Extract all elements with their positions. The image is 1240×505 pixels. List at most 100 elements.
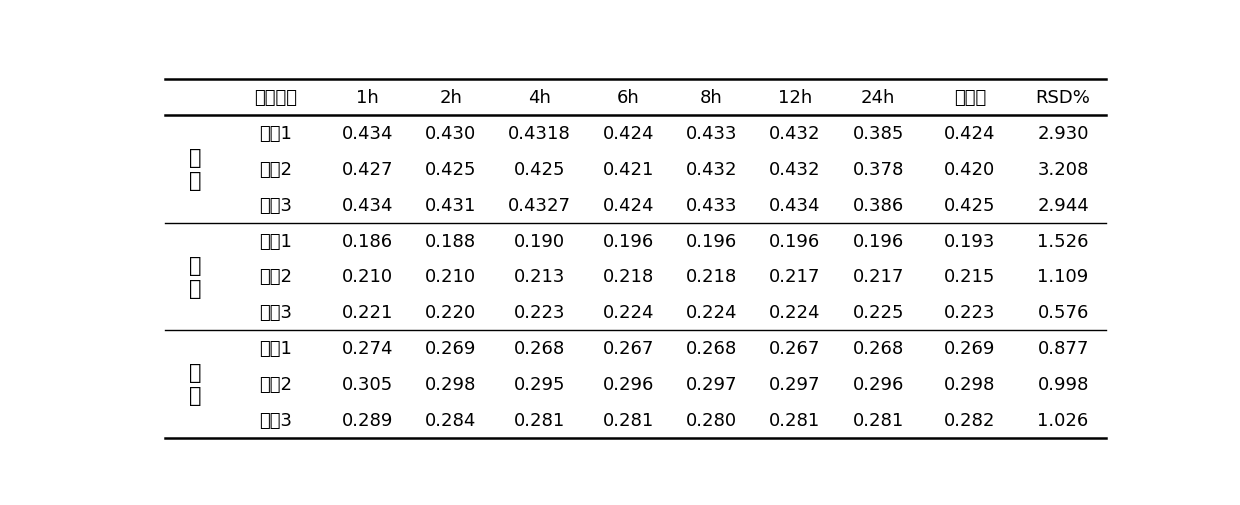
Text: 重复2: 重复2 — [259, 268, 293, 286]
Text: 0.217: 0.217 — [852, 268, 904, 286]
Text: 0.281: 0.281 — [769, 411, 821, 429]
Text: 0.432: 0.432 — [686, 161, 738, 178]
Text: 重复2: 重复2 — [259, 375, 293, 393]
Text: 8h: 8h — [701, 89, 723, 107]
Text: 叶
片: 叶 片 — [188, 363, 201, 406]
Text: 0.431: 0.431 — [425, 196, 476, 214]
Text: 0.297: 0.297 — [769, 375, 821, 393]
Text: 0.305: 0.305 — [342, 375, 393, 393]
Text: 6h: 6h — [618, 89, 640, 107]
Text: 重复1: 重复1 — [259, 125, 293, 143]
Text: 0.4318: 0.4318 — [508, 125, 570, 143]
Text: 0.267: 0.267 — [769, 339, 821, 358]
Text: 0.269: 0.269 — [944, 339, 996, 358]
Text: 1.526: 1.526 — [1038, 232, 1089, 250]
Text: 0.220: 0.220 — [425, 304, 476, 322]
Text: 0.193: 0.193 — [944, 232, 996, 250]
Text: 重复1: 重复1 — [259, 232, 293, 250]
Text: 0.295: 0.295 — [513, 375, 565, 393]
Text: 0.576: 0.576 — [1038, 304, 1089, 322]
Text: 0.269: 0.269 — [425, 339, 476, 358]
Text: 0.221: 0.221 — [341, 304, 393, 322]
Text: 三
尖: 三 尖 — [188, 148, 201, 191]
Text: 0.434: 0.434 — [341, 196, 393, 214]
Text: 0.425: 0.425 — [944, 196, 996, 214]
Text: 0.268: 0.268 — [853, 339, 904, 358]
Text: 0.281: 0.281 — [603, 411, 653, 429]
Text: 0.432: 0.432 — [769, 161, 821, 178]
Text: 0.434: 0.434 — [341, 125, 393, 143]
Text: 0.224: 0.224 — [686, 304, 738, 322]
Text: 0.434: 0.434 — [769, 196, 821, 214]
Text: 小
枝: 小 枝 — [188, 255, 201, 298]
Text: 重复3: 重复3 — [259, 411, 293, 429]
Text: 0.225: 0.225 — [852, 304, 904, 322]
Text: 0.215: 0.215 — [944, 268, 996, 286]
Text: 0.196: 0.196 — [853, 232, 904, 250]
Text: 0.213: 0.213 — [513, 268, 565, 286]
Text: 0.424: 0.424 — [603, 196, 653, 214]
Text: 0.274: 0.274 — [341, 339, 393, 358]
Text: 0.196: 0.196 — [769, 232, 821, 250]
Text: 0.421: 0.421 — [603, 161, 653, 178]
Text: 0.386: 0.386 — [853, 196, 904, 214]
Text: 0.218: 0.218 — [603, 268, 653, 286]
Text: 2.944: 2.944 — [1037, 196, 1089, 214]
Text: 重复1: 重复1 — [259, 339, 293, 358]
Text: 0.186: 0.186 — [342, 232, 393, 250]
Text: 0.296: 0.296 — [852, 375, 904, 393]
Text: 0.223: 0.223 — [513, 304, 565, 322]
Text: 重复3: 重复3 — [259, 196, 293, 214]
Text: 0.224: 0.224 — [769, 304, 821, 322]
Text: 12h: 12h — [777, 89, 812, 107]
Text: 放置时间: 放置时间 — [254, 89, 298, 107]
Text: 0.427: 0.427 — [341, 161, 393, 178]
Text: 0.224: 0.224 — [603, 304, 653, 322]
Text: 2h: 2h — [439, 89, 463, 107]
Text: 4h: 4h — [528, 89, 551, 107]
Text: 0.430: 0.430 — [425, 125, 476, 143]
Text: 0.280: 0.280 — [686, 411, 737, 429]
Text: 0.425: 0.425 — [425, 161, 476, 178]
Text: 0.297: 0.297 — [686, 375, 738, 393]
Text: 0.268: 0.268 — [513, 339, 565, 358]
Text: 0.188: 0.188 — [425, 232, 476, 250]
Text: 0.296: 0.296 — [603, 375, 653, 393]
Text: 0.289: 0.289 — [341, 411, 393, 429]
Text: 平均值: 平均值 — [954, 89, 986, 107]
Text: 0.267: 0.267 — [603, 339, 653, 358]
Text: 重复2: 重复2 — [259, 161, 293, 178]
Text: RSD%: RSD% — [1035, 89, 1090, 107]
Text: 0.282: 0.282 — [944, 411, 996, 429]
Text: 0.218: 0.218 — [686, 268, 738, 286]
Text: 0.298: 0.298 — [425, 375, 476, 393]
Text: 0.281: 0.281 — [513, 411, 565, 429]
Text: 0.217: 0.217 — [769, 268, 821, 286]
Text: 0.877: 0.877 — [1038, 339, 1089, 358]
Text: 0.998: 0.998 — [1038, 375, 1089, 393]
Text: 0.433: 0.433 — [686, 125, 738, 143]
Text: 0.378: 0.378 — [852, 161, 904, 178]
Text: 0.210: 0.210 — [425, 268, 476, 286]
Text: 0.424: 0.424 — [603, 125, 653, 143]
Text: 重复3: 重复3 — [259, 304, 293, 322]
Text: 0.385: 0.385 — [852, 125, 904, 143]
Text: 0.281: 0.281 — [853, 411, 904, 429]
Text: 0.4327: 0.4327 — [508, 196, 570, 214]
Text: 0.196: 0.196 — [603, 232, 653, 250]
Text: 24h: 24h — [861, 89, 895, 107]
Text: 0.284: 0.284 — [425, 411, 476, 429]
Text: 0.268: 0.268 — [686, 339, 738, 358]
Text: 0.433: 0.433 — [686, 196, 738, 214]
Text: 0.432: 0.432 — [769, 125, 821, 143]
Text: 0.210: 0.210 — [342, 268, 393, 286]
Text: 0.425: 0.425 — [513, 161, 565, 178]
Text: 1.026: 1.026 — [1038, 411, 1089, 429]
Text: 3.208: 3.208 — [1038, 161, 1089, 178]
Text: 2.930: 2.930 — [1038, 125, 1089, 143]
Text: 0.190: 0.190 — [513, 232, 565, 250]
Text: 1h: 1h — [356, 89, 378, 107]
Text: 0.424: 0.424 — [944, 125, 996, 143]
Text: 0.196: 0.196 — [686, 232, 738, 250]
Text: 0.223: 0.223 — [944, 304, 996, 322]
